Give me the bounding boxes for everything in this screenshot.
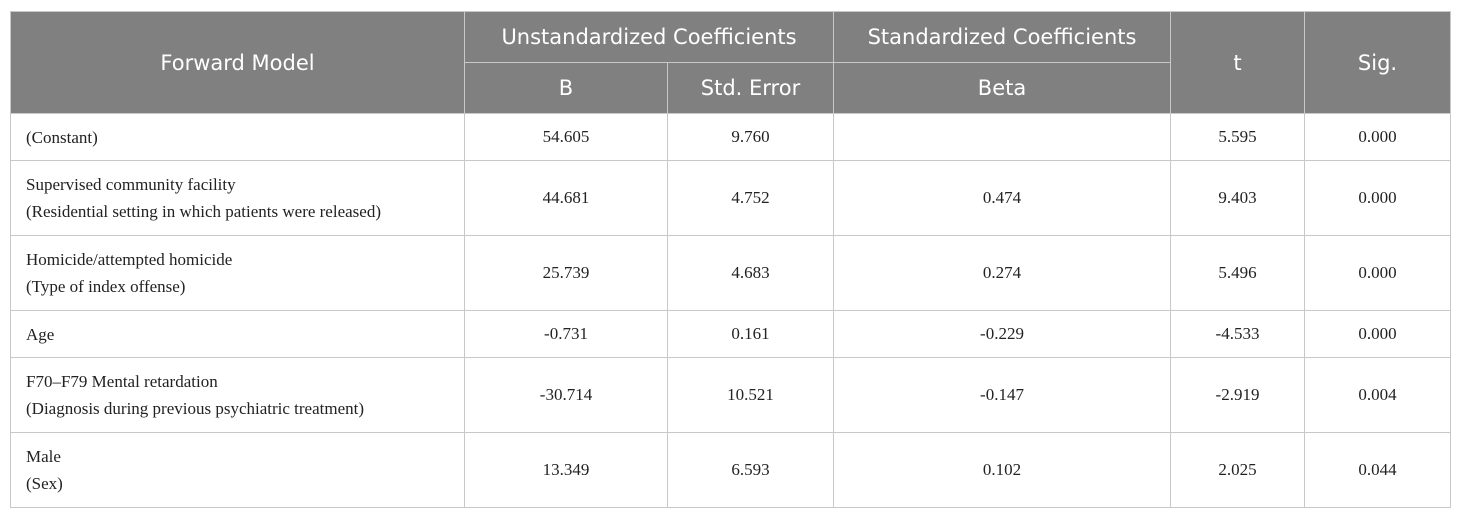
label-line: Homicide/attempted homicide: [26, 250, 233, 269]
value-cell: 44.681: [464, 160, 668, 236]
value-cell: 10.521: [666, 357, 835, 433]
label-line: (Diagnosis during previous psychiatric t…: [26, 399, 365, 418]
value-cell: -2.919: [1170, 357, 1306, 433]
label-line: Supervised community facility: [26, 175, 236, 194]
header-cell: Unstandardized Coefficients: [463, 11, 835, 63]
value-cell: 0.000: [1304, 160, 1452, 236]
table-row: Supervised community facility (Residentia…: [10, 160, 1452, 236]
value-cell: 0.044: [1304, 432, 1452, 508]
value-cell: 25.739: [464, 235, 668, 311]
value-cell: -0.229: [833, 310, 1172, 358]
header-cell: Sig.: [1304, 11, 1452, 114]
value-cell: 5.496: [1170, 235, 1306, 311]
row-label: Age: [10, 310, 465, 358]
label-line: Male: [26, 447, 61, 466]
value-cell: 9.760: [666, 113, 835, 161]
value-cell: 2.025: [1170, 432, 1306, 508]
value-cell: 0.102: [833, 432, 1172, 508]
value-cell: [833, 113, 1172, 161]
value-cell: 54.605: [464, 113, 668, 161]
value-cell: 4.752: [666, 160, 835, 236]
label-line: (Sex): [26, 474, 63, 493]
value-cell: 0.000: [1304, 310, 1452, 358]
table-row: Age -0.731 0.161 -0.229 -4.533 0.000: [10, 310, 1452, 358]
row-label: Male (Sex): [10, 432, 465, 508]
header-cell: Standardized Coefficients: [833, 11, 1172, 63]
header-cell: Forward Model: [10, 11, 465, 114]
value-cell: -0.147: [833, 357, 1172, 433]
value-cell: 0.000: [1304, 113, 1452, 161]
header-cell: B: [464, 62, 668, 114]
value-cell: 4.683: [666, 235, 835, 311]
value-cell: 6.593: [666, 432, 835, 508]
header-cell: Std. Error: [666, 62, 835, 114]
value-cell: 13.349: [464, 432, 668, 508]
regression-table: Forward Model Unstandardized Coefficient…: [10, 11, 1452, 508]
value-cell: 0.474: [833, 160, 1172, 236]
label-line: F70–F79 Mental retardation: [26, 372, 218, 391]
row-label: Homicide/attempted homicide (Type of inde…: [10, 235, 465, 311]
table-body: (Constant) 54.605 9.760 5.595 0.000 Supervise…: [10, 113, 1452, 508]
value-cell: 0.004: [1304, 357, 1452, 433]
row-label: F70–F79 Mental retardation (Diagnosis dur…: [10, 357, 465, 433]
value-cell: -0.731: [464, 310, 668, 358]
value-cell: 9.403: [1170, 160, 1306, 236]
value-cell: -4.533: [1170, 310, 1306, 358]
table-row: Male (Sex) 13.349 6.593 0.102 2.025 0.044: [10, 432, 1452, 508]
header-cell: Beta: [833, 62, 1172, 114]
table-row: F70–F79 Mental retardation (Diagnosis dur…: [10, 357, 1452, 433]
row-label: (Constant): [10, 113, 465, 161]
value-cell: 0.000: [1304, 235, 1452, 311]
value-cell: 0.274: [833, 235, 1172, 311]
table-row: Homicide/attempted homicide (Type of inde…: [10, 235, 1452, 311]
value-cell: 0.161: [666, 310, 835, 358]
label-line: Age: [26, 324, 55, 344]
row-label: Supervised community facility (Residentia…: [10, 160, 465, 236]
table-row: (Constant) 54.605 9.760 5.595 0.000: [10, 113, 1452, 161]
value-cell: 5.595: [1170, 113, 1306, 161]
label-line: (Constant): [26, 127, 98, 147]
label-line: (Type of index offense): [26, 277, 186, 296]
label-line: (Residential setting in which patients w…: [26, 202, 381, 221]
header-cell: t: [1170, 11, 1306, 114]
value-cell: -30.714: [464, 357, 668, 433]
